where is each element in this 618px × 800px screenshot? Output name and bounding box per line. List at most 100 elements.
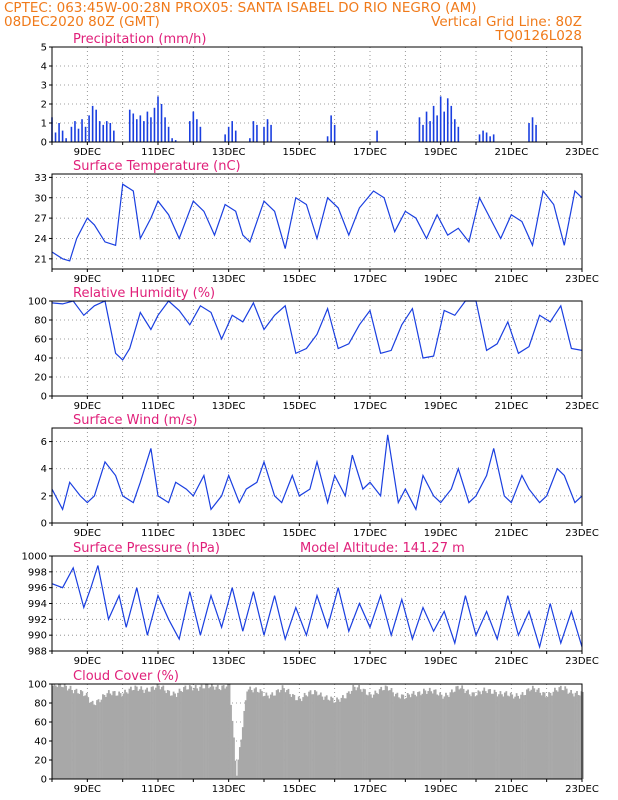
cloud-bar	[314, 690, 316, 779]
cloud-bar	[281, 685, 284, 779]
cloud-bar	[540, 695, 543, 779]
cloud-bar	[330, 696, 333, 779]
cloud-bar	[362, 688, 365, 779]
cloud-bar	[319, 692, 322, 779]
cloud-bar	[498, 694, 500, 779]
y-tick-label: 994	[28, 599, 47, 610]
x-tick-label: 15DEC	[282, 274, 316, 285]
cloud-bar	[327, 699, 330, 779]
precip-bar	[199, 126, 202, 142]
cloud-bar	[144, 689, 147, 779]
cloud-bar	[168, 690, 171, 779]
x-tick-label: 15DEC	[282, 656, 316, 667]
cloud-bar	[334, 702, 337, 779]
cloud-bar	[143, 692, 146, 779]
precip-bar	[263, 126, 265, 142]
x-tick-label: 17DEC	[353, 274, 387, 285]
cloud-bar	[166, 689, 169, 779]
cloud-bar	[224, 688, 227, 779]
cloud-bar	[356, 687, 359, 779]
cloud-bar	[539, 692, 542, 779]
cloud-bar	[79, 690, 82, 779]
cloud-bar	[60, 686, 63, 779]
cloud-bar	[359, 689, 362, 779]
cloud-bar	[293, 694, 296, 779]
precip-bar	[266, 119, 269, 142]
cloud-bar	[558, 687, 561, 779]
panel-frame	[51, 427, 583, 524]
cloud-bar	[303, 692, 306, 779]
cloud-bar	[433, 689, 436, 779]
cloud-bar	[194, 685, 197, 779]
y-tick-label: 60	[34, 718, 47, 729]
cloud-bar	[339, 701, 341, 779]
cloud-bar	[406, 693, 409, 779]
precip-bar	[153, 107, 156, 142]
temp-line	[51, 183, 583, 262]
rh-title: Relative Humidity (%)	[73, 286, 215, 301]
cloud-bar	[487, 689, 490, 779]
x-tick-label: 17DEC	[353, 656, 387, 667]
cloud-bar	[370, 694, 372, 779]
precip-bar	[249, 138, 251, 142]
cloud-bar	[342, 695, 344, 779]
cloud-bar	[53, 684, 56, 779]
precip-bar	[252, 121, 255, 142]
x-tick-label: 11DEC	[141, 528, 175, 539]
cloud-bar	[63, 684, 66, 779]
cloud-bar	[275, 690, 278, 779]
cloud-bar	[567, 693, 570, 779]
cloud-bar	[337, 699, 340, 779]
cloud-bar	[358, 684, 360, 779]
cloud-bar	[554, 687, 556, 779]
precip-bar	[81, 119, 83, 142]
cloud-bar	[169, 695, 172, 779]
cloud-bar	[205, 684, 207, 779]
y-tick-label: 100	[28, 297, 47, 308]
cloud-bar	[178, 688, 181, 779]
precip-bar	[128, 109, 131, 142]
precip-bar	[531, 117, 534, 142]
cloud-bar	[124, 689, 126, 779]
cloud-bar	[74, 689, 76, 779]
header-grid-line: Vertical Grid Line: 80Z	[431, 14, 582, 30]
precip-bar	[478, 134, 481, 142]
cloud-bar	[122, 693, 125, 779]
y-tick-label: 2	[41, 491, 47, 502]
cloud-bar	[219, 690, 222, 779]
y-tick-label: 40	[34, 737, 47, 748]
cloud-bar	[227, 684, 229, 779]
precip-bar	[446, 98, 449, 142]
y-tick-label: 4	[41, 62, 47, 73]
cloud-bar	[505, 691, 508, 779]
cloud-bar	[499, 691, 502, 779]
cloud-bar	[556, 691, 559, 779]
cloud-bar	[328, 700, 331, 779]
cloud-bar	[446, 695, 449, 779]
cloud-bar	[200, 684, 203, 779]
cloud-bar	[577, 695, 580, 779]
cloud-bar	[259, 689, 262, 779]
cloud-bar	[177, 692, 179, 779]
cloud-bar	[464, 693, 466, 779]
y-tick-label: 996	[28, 583, 47, 594]
cloud-bar	[375, 692, 378, 779]
cloud-bar	[206, 684, 209, 779]
cloud-bar	[496, 696, 499, 779]
precip-bar	[171, 138, 173, 142]
cloud-bar	[450, 689, 453, 779]
cloud-bar	[258, 692, 260, 779]
cloud-bar	[490, 693, 493, 779]
cloud-bar	[476, 695, 478, 779]
cloud-bar	[495, 692, 497, 779]
precip-bar	[439, 96, 442, 142]
cloud-bar	[196, 688, 199, 779]
cloud-bar	[159, 689, 162, 779]
precip-bar	[376, 130, 378, 142]
cloud-bar	[355, 690, 358, 779]
cloud-bar	[234, 760, 237, 779]
cloud-bar	[368, 692, 371, 779]
precip-title: Precipitation (mm/h)	[73, 32, 206, 47]
cloud-bar	[417, 692, 419, 779]
